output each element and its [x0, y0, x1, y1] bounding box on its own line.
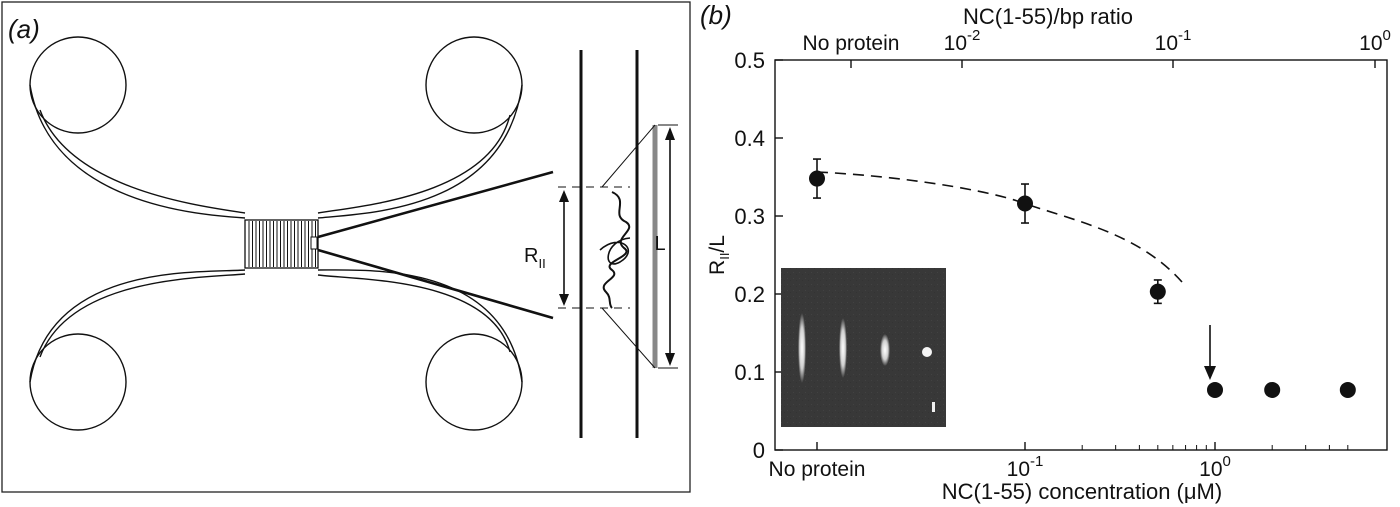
- r-arrow-bottom: [559, 294, 569, 306]
- channel-lines: [248, 221, 316, 267]
- band-3: [880, 334, 890, 366]
- projection-line-bottom: [601, 307, 656, 369]
- panel-b-label: (b): [700, 0, 732, 30]
- y-tick-label: 0.4: [734, 126, 765, 151]
- x-tick-label: No protein: [769, 458, 866, 481]
- data-point: [1017, 195, 1033, 212]
- panel-b: (b) NC(1-55)/bp ratio 0 0.1 0.2 0.3 0.4 0.5 N…: [700, 0, 1391, 504]
- panel-a: (a) RII: [1, 1, 691, 493]
- data-point: [1149, 283, 1166, 300]
- data-point: [809, 170, 825, 187]
- plot-area: [774, 59, 1388, 451]
- inset-gel-image: [781, 268, 946, 427]
- x-axis-title: NC(1-55) concentration (μM): [942, 479, 1222, 504]
- projection-line-top: [601, 124, 656, 188]
- reservoir-bottom-right: [425, 333, 523, 431]
- y-tick-label: 0.1: [734, 360, 765, 385]
- bottom-axis: No protein 10-1 100: [769, 442, 1349, 481]
- data-point: [1339, 381, 1356, 398]
- y-tick-label: 0.5: [734, 48, 765, 73]
- l-label: L: [654, 233, 665, 255]
- outer-curve-tr: [317, 84, 523, 219]
- dna-loop: [599, 237, 631, 265]
- reservoir-top-right: [425, 36, 523, 134]
- fit-curve: [816, 171, 1183, 283]
- y-axis-title: RII/L: [706, 235, 732, 275]
- band-2: [839, 318, 847, 378]
- y-tick-label: 0.3: [734, 204, 765, 229]
- top-tick-label: 10-1: [1155, 27, 1192, 55]
- panel-a-frame: [1, 1, 691, 493]
- y-axis: 0 0.1 0.2 0.3 0.4 0.5: [734, 48, 783, 463]
- inner-curve-tr: [317, 114, 511, 214]
- inner-curve-br: [317, 274, 511, 353]
- top-tick-label: No protein: [803, 32, 900, 55]
- r-label: RII: [524, 245, 546, 271]
- outer-curve-bl: [29, 269, 246, 383]
- band-4: [922, 347, 932, 357]
- x-tick-label: 10-1: [1007, 453, 1044, 481]
- l-arrow-top: [665, 127, 675, 140]
- nanochannel-outline: [29, 36, 523, 431]
- x-tick-label: 100: [1199, 453, 1231, 481]
- data-points: [809, 158, 1356, 398]
- top-tick-label: 100: [1359, 27, 1391, 55]
- inset-texture: [781, 268, 946, 427]
- channel-array: [244, 219, 319, 269]
- r-arrow-top: [559, 190, 569, 202]
- l-arrow-bottom: [665, 353, 675, 366]
- top-tick-label: 10-2: [944, 27, 981, 55]
- zoom-line-top: [317, 170, 554, 239]
- dna-coil: [602, 191, 631, 309]
- top-axis: No protein 10-2 10-1 100: [803, 27, 1391, 68]
- y-tick-label: 0: [753, 438, 765, 463]
- transition-arrow-head: [1204, 366, 1216, 380]
- top-axis-title: NC(1-55)/bp ratio: [963, 4, 1133, 29]
- inner-curve-tl: [39, 109, 246, 214]
- data-point: [1207, 381, 1223, 398]
- scale-bar: [932, 402, 935, 412]
- panel-a-label: (a): [8, 14, 40, 44]
- outer-curve-br: [317, 269, 523, 383]
- zoom-line-bottom: [317, 248, 554, 320]
- y-tick-label: 0.2: [734, 282, 765, 307]
- single-channel: [310, 236, 318, 250]
- band-1: [798, 313, 806, 383]
- outer-curve-tl: [29, 84, 246, 219]
- inner-curve-bl: [39, 273, 246, 358]
- data-point: [1264, 381, 1281, 398]
